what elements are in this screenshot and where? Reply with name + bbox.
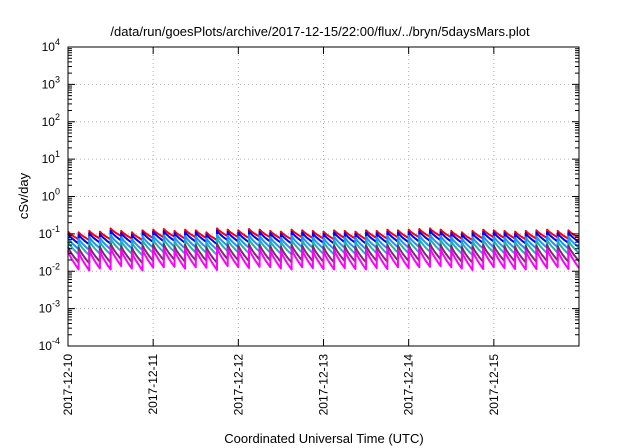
y-tick-label: 102 [42, 112, 60, 129]
y-tick-label: 104 [42, 37, 60, 54]
x-tick-label: 2017-12-12 [231, 354, 245, 416]
y-axis-label: cSv/day [16, 172, 31, 219]
y-tick-label: 101 [42, 149, 60, 166]
grid [68, 47, 579, 346]
y-tick-label: 10-4 [39, 336, 60, 353]
y-tick-label: 10-2 [39, 261, 60, 278]
y-tick-base: 10 [42, 77, 56, 91]
y-tick-label: 103 [42, 74, 60, 91]
x-tick-label: 2017-12-14 [402, 354, 416, 416]
y-tick-base: 10 [39, 302, 53, 316]
y-tick-exponent: 3 [55, 74, 60, 84]
y-tick-base: 10 [39, 227, 53, 241]
y-tick-base: 10 [39, 264, 53, 278]
y-tick-label: 10-3 [39, 299, 60, 316]
x-tick-label: 2017-12-15 [487, 354, 501, 416]
series-group [67, 227, 580, 272]
y-tick-exponent: -2 [52, 261, 60, 271]
y-tick-label: 100 [42, 187, 60, 204]
y-tick-base: 10 [42, 152, 56, 166]
y-tick-base: 10 [42, 190, 56, 204]
y-tick-base: 10 [39, 339, 53, 353]
y-tick-exponent: -3 [52, 299, 60, 309]
y-tick-exponent: 0 [55, 187, 60, 197]
y-tick-exponent: 1 [55, 149, 60, 159]
y-tick-exponent: 2 [55, 112, 60, 122]
chart-title: /data/run/goesPlots/archive/2017-12-15/2… [110, 24, 530, 39]
y-tick-base: 10 [42, 115, 56, 129]
x-tick-label: 2017-12-10 [61, 354, 75, 416]
series-line [67, 246, 580, 272]
y-tick-exponent: -1 [52, 224, 60, 234]
y-tick-label: 10-1 [39, 224, 60, 241]
y-tick-base: 10 [42, 40, 56, 54]
x-tick-label: 2017-12-13 [317, 354, 331, 416]
x-axis-label: Coordinated Universal Time (UTC) [224, 431, 423, 446]
y-tick-exponent: 4 [55, 37, 60, 47]
x-axis-ticks: 2017-12-10 2017-12-11 2017-12-12 2017-12-13… [61, 47, 501, 415]
y-tick-exponent: -4 [52, 336, 60, 346]
x-tick-label: 2017-12-11 [146, 354, 160, 415]
